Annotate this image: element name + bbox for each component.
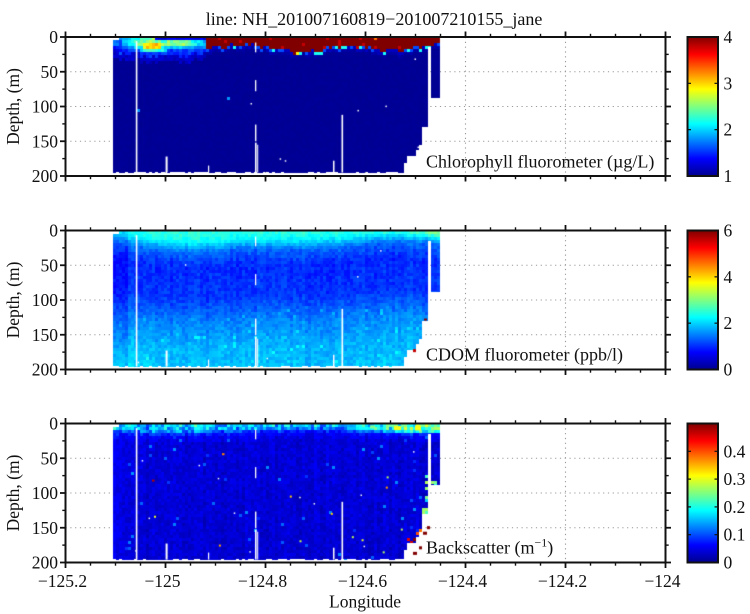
svg-text:150: 150 (32, 518, 59, 538)
svg-text:50: 50 (41, 255, 59, 275)
svg-text:0.4: 0.4 (724, 441, 746, 461)
svg-text:0.1: 0.1 (724, 525, 746, 545)
svg-text:−124.6: −124.6 (338, 571, 387, 591)
svg-text:Chlorophyll fluorometer (µg/L): Chlorophyll fluorometer (µg/L) (426, 152, 654, 173)
svg-text:−124: −124 (644, 571, 680, 591)
svg-text:0.3: 0.3 (724, 469, 746, 489)
svg-text:3: 3 (724, 73, 733, 93)
svg-text:50: 50 (41, 62, 59, 82)
svg-text:100: 100 (32, 290, 59, 310)
svg-text:CDOM fluorometer (ppb/l): CDOM fluorometer (ppb/l) (426, 345, 623, 366)
svg-text:1: 1 (724, 166, 733, 186)
svg-text:100: 100 (32, 97, 59, 117)
svg-text:2: 2 (724, 120, 733, 140)
svg-text:0.2: 0.2 (724, 497, 746, 517)
svg-text:150: 150 (32, 325, 59, 345)
svg-text:6: 6 (724, 221, 733, 241)
svg-text:200: 200 (32, 166, 59, 186)
svg-text:0: 0 (49, 414, 58, 434)
svg-text:2: 2 (724, 313, 733, 333)
svg-text:−124.2: −124.2 (538, 571, 587, 591)
svg-text:−125: −125 (144, 571, 180, 591)
svg-text:0: 0 (724, 360, 733, 380)
svg-text:−125.2: −125.2 (38, 571, 87, 591)
svg-text:0: 0 (49, 27, 58, 47)
svg-text:Backscatter (m−1): Backscatter (m−1) (426, 536, 553, 559)
svg-text:4: 4 (724, 267, 733, 287)
svg-text:50: 50 (41, 448, 59, 468)
svg-text:100: 100 (32, 483, 59, 503)
svg-text:0: 0 (49, 221, 58, 241)
svg-text:−124.8: −124.8 (238, 571, 287, 591)
svg-text:4: 4 (724, 27, 733, 47)
svg-text:line: NH_201007160819−20100721: line: NH_201007160819−201007210155_jane (206, 9, 543, 29)
svg-text:Depth, (m): Depth, (m) (3, 68, 23, 145)
svg-text:Depth, (m): Depth, (m) (3, 454, 23, 531)
svg-text:200: 200 (32, 553, 59, 573)
svg-text:−124.4: −124.4 (438, 571, 487, 591)
svg-text:200: 200 (32, 360, 59, 380)
svg-text:Longitude: Longitude (329, 591, 401, 611)
svg-text:0: 0 (724, 553, 733, 573)
svg-text:Depth, (m): Depth, (m) (3, 261, 23, 338)
svg-text:150: 150 (32, 131, 59, 151)
